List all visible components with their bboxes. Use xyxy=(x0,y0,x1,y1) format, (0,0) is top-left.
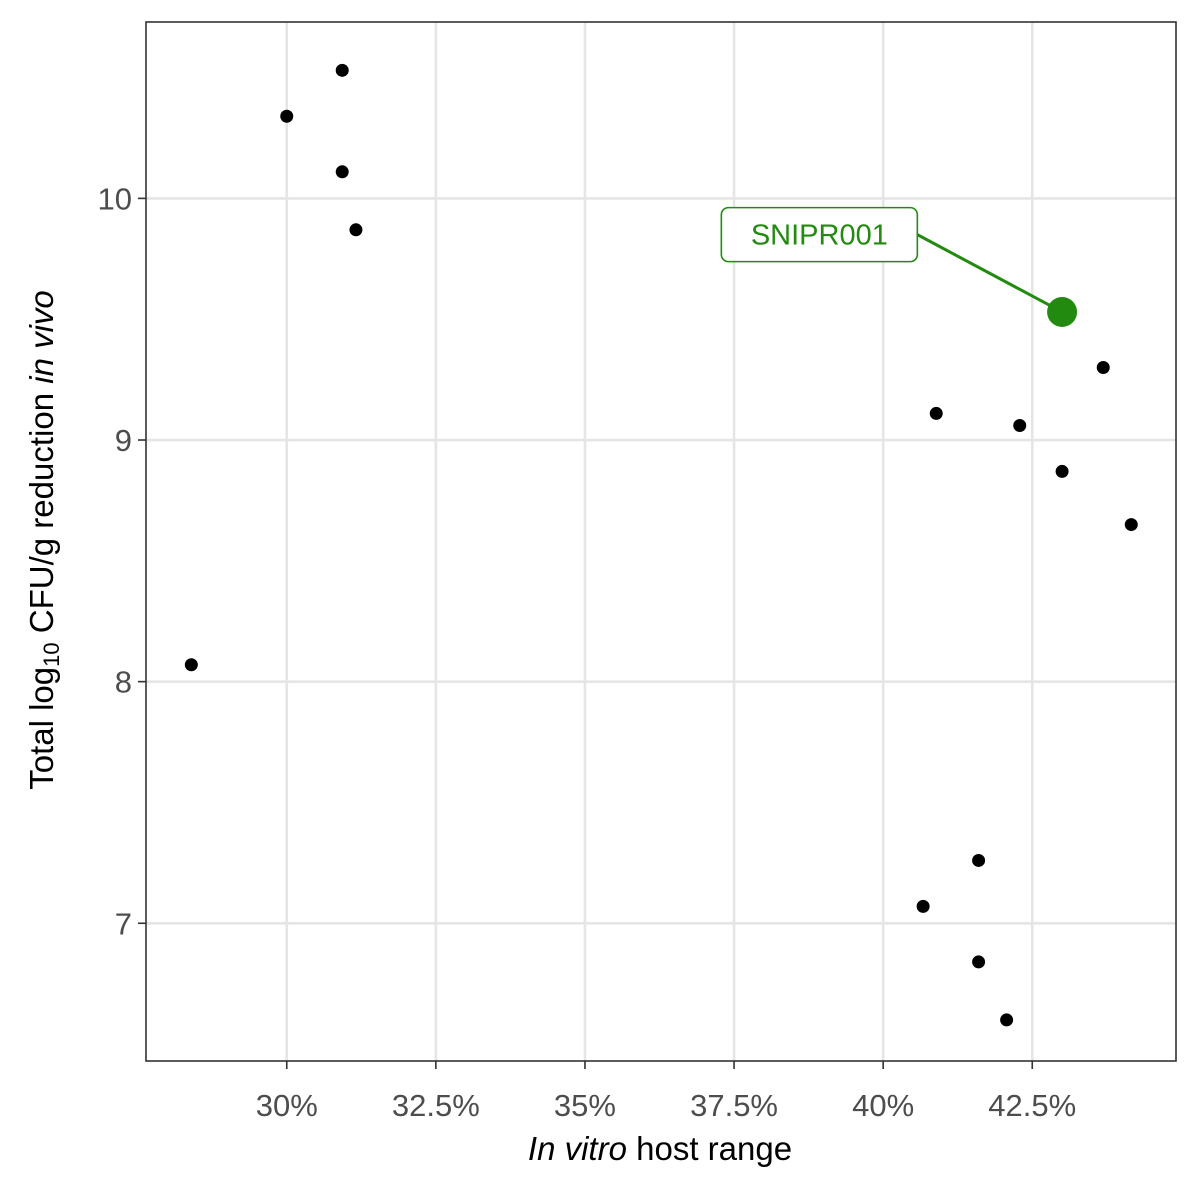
data-point-8 xyxy=(972,955,986,969)
x-tick-label-0: 30% xyxy=(256,1088,318,1123)
data-point-2 xyxy=(335,63,349,77)
x-axis: 30% 32.5% 35% 37.5% 40% 42.5% xyxy=(256,1061,1076,1123)
data-point-5 xyxy=(916,899,930,913)
y-tick-label-3: 10 xyxy=(98,181,132,216)
highlight-callout: SNIPR001 xyxy=(720,206,1078,327)
data-points xyxy=(184,63,1138,1027)
y-axis-title-prefix: Total log xyxy=(23,667,60,790)
y-axis: 7 8 9 10 xyxy=(98,181,146,941)
data-point-0 xyxy=(184,658,198,672)
y-tick-label-1: 8 xyxy=(115,665,132,700)
data-point-7 xyxy=(972,853,986,867)
panel-border xyxy=(145,21,1177,1062)
y-axis-title: Total log10 CFU/g reduction in vivo xyxy=(23,290,64,790)
x-tick-label-5: 42.5% xyxy=(988,1088,1076,1123)
x-tick-label-2: 35% xyxy=(554,1088,616,1123)
highlight-point xyxy=(1047,296,1078,327)
x-tick-label-1: 32.5% xyxy=(392,1088,480,1123)
data-point-11 xyxy=(1055,464,1069,478)
y-axis-title-middle: CFU/g reduction xyxy=(23,384,60,643)
data-point-12 xyxy=(1096,361,1110,375)
y-tick-label-0: 7 xyxy=(115,906,132,941)
data-point-3 xyxy=(335,165,349,179)
data-point-9 xyxy=(1000,1013,1014,1027)
x-axis-title: In vitro host range xyxy=(528,1130,792,1167)
data-point-13 xyxy=(1124,518,1138,532)
x-axis-title-italic: In vitro xyxy=(528,1130,627,1167)
x-axis-title-rest: host range xyxy=(627,1130,792,1167)
x-tick-label-3: 37.5% xyxy=(690,1088,778,1123)
data-point-1 xyxy=(280,109,294,123)
callout-box xyxy=(720,206,919,263)
y-tick-label-2: 9 xyxy=(115,423,132,458)
data-point-10 xyxy=(1013,419,1027,433)
data-point-4 xyxy=(349,223,363,237)
y-axis-title-italic: in vivo xyxy=(23,290,60,384)
x-tick-label-4: 40% xyxy=(852,1088,914,1123)
callout-connector xyxy=(916,233,1063,314)
grid-lines xyxy=(146,22,1176,1061)
callout-label: SNIPR001 xyxy=(751,220,888,252)
data-point-6 xyxy=(929,406,943,420)
y-axis-title-subscript: 10 xyxy=(39,642,64,666)
